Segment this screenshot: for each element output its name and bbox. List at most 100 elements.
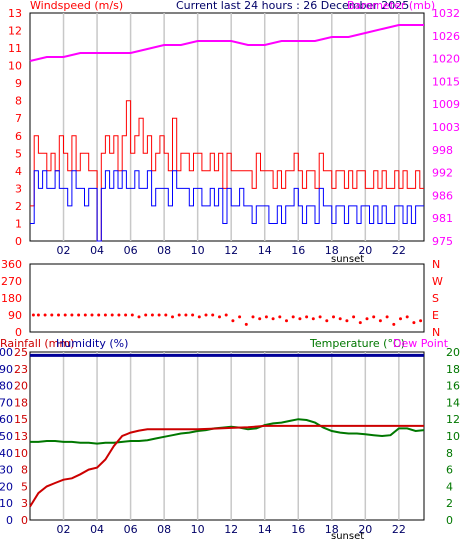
- direction-point: [298, 317, 302, 321]
- chart-title: Current last 24 hours : 26 December 2025: [176, 0, 409, 12]
- climate-x-tick-label: 16: [291, 523, 305, 536]
- wind-average-series: [30, 170, 424, 242]
- windspeed-tick-label: 13: [8, 7, 22, 20]
- direction-panel-frame: [29, 263, 425, 333]
- direction-point: [36, 313, 40, 317]
- direction-point: [311, 317, 315, 321]
- climate-x-tick-label: 22: [392, 523, 406, 536]
- climate-x-tick-label: 20: [358, 523, 372, 536]
- humidity-tick-label: 10: [0, 497, 13, 510]
- direction-point: [345, 319, 349, 323]
- windspeed-tick-label: 7: [15, 112, 22, 125]
- wind-x-tick-label: 12: [224, 244, 238, 257]
- direction-degree-tick-label: 0: [15, 326, 22, 339]
- direction-point: [130, 313, 134, 317]
- rainfall-tick-label: 25: [14, 346, 28, 359]
- direction-point: [63, 313, 67, 317]
- sunset-label-bottom: sunset: [331, 531, 364, 542]
- direction-point: [31, 313, 35, 317]
- barometer-tick-label: 1009: [432, 98, 460, 111]
- humidity-tick-label: 30: [0, 464, 13, 477]
- direction-point: [117, 313, 121, 317]
- direction-point: [358, 321, 362, 325]
- direction-point: [305, 315, 309, 319]
- direction-point: [77, 313, 81, 317]
- climate-x-tick-label: 04: [90, 523, 104, 536]
- temperature-tick-label: 18: [446, 363, 460, 376]
- climate-x-tick-label: 06: [124, 523, 138, 536]
- humidity-tick-label: 90: [0, 363, 13, 376]
- direction-point: [385, 315, 389, 319]
- wind-gust-series: [30, 100, 424, 242]
- direction-compass-tick-label: N: [432, 258, 440, 271]
- direction-point: [103, 313, 107, 317]
- direction-point: [177, 313, 181, 317]
- wind-x-tick-label: 18: [325, 244, 339, 257]
- barometer-tick-label: 981: [432, 212, 453, 225]
- direction-degree-tick-label: 270: [1, 275, 22, 288]
- wind-x-tick-label: 02: [57, 244, 71, 257]
- barometer-tick-label: 998: [432, 144, 453, 157]
- rainfall-tick-label: 0: [21, 514, 28, 527]
- windspeed-tick-label: 3: [15, 182, 22, 195]
- barometer-tick-label: 1026: [432, 30, 460, 43]
- direction-point: [157, 313, 161, 317]
- temperature-tick-label: 0: [446, 514, 453, 527]
- wind-x-tick-label: 22: [392, 244, 406, 257]
- direction-point: [372, 315, 376, 319]
- wind-x-tick-label: 06: [124, 244, 138, 257]
- direction-point: [338, 317, 342, 321]
- temperature-tick-label: 4: [446, 480, 453, 493]
- humidity-tick-label: 80: [0, 380, 13, 393]
- direction-point: [211, 313, 215, 317]
- wind-x-tick-label: 16: [291, 244, 305, 257]
- direction-point: [285, 319, 288, 323]
- direction-compass-tick-label: S: [432, 292, 439, 305]
- windspeed-tick-label: 8: [15, 95, 22, 108]
- direction-point: [150, 313, 154, 317]
- direction-point: [258, 317, 262, 321]
- direction-point: [224, 313, 228, 317]
- direction-point: [204, 313, 208, 317]
- direction-point: [50, 313, 54, 317]
- temperature-tick-label: 6: [446, 464, 453, 477]
- direction-point: [325, 319, 329, 323]
- windspeed-tick-label: 1: [15, 217, 22, 230]
- direction-point: [184, 313, 188, 317]
- temperature-tick-label: 16: [446, 380, 460, 393]
- temperature-tick-label: 8: [446, 447, 453, 460]
- direction-point: [97, 313, 101, 317]
- direction-point: [191, 313, 195, 317]
- rainfall-series: [29, 424, 424, 508]
- temperature-axis-label: Temperature (°C): [309, 337, 405, 350]
- barometer-tick-label: 1003: [432, 121, 460, 134]
- temperature-tick-label: 10: [446, 430, 460, 443]
- barometer-axis-label: Barometer (mb): [347, 0, 435, 12]
- windspeed-tick-label: 0: [15, 235, 22, 248]
- wind-x-tick-label: 10: [191, 244, 205, 257]
- windspeed-axis-label: Windspeed (m/s): [30, 0, 123, 12]
- barometer-tick-label: 1015: [432, 75, 460, 88]
- temperature-tick-label: 2: [446, 497, 453, 510]
- barometer-tick-label: 992: [432, 167, 453, 180]
- direction-point: [218, 315, 221, 319]
- climate-x-tick-label: 18: [325, 523, 339, 536]
- direction-point: [419, 319, 423, 323]
- climate-x-tick-label: 12: [224, 523, 238, 536]
- direction-point: [405, 315, 409, 319]
- wind-x-tick-label: 08: [157, 244, 171, 257]
- humidity-tick-label: 0: [6, 514, 13, 527]
- climate-x-tick-label: 10: [191, 523, 205, 536]
- dewpoint-axis-label: Dew Point: [393, 337, 449, 350]
- climate-panel-frame: [29, 351, 425, 521]
- barometer-tick-label: 1032: [432, 7, 460, 20]
- climate-x-tick-label: 14: [258, 523, 272, 536]
- rainfall-tick-label: 3: [21, 497, 28, 510]
- direction-point: [278, 315, 282, 319]
- rainfall-tick-label: 18: [14, 396, 28, 409]
- direction-point: [171, 315, 174, 319]
- barometer-series: [29, 24, 424, 62]
- direction-point: [412, 321, 416, 325]
- direction-point: [244, 322, 248, 326]
